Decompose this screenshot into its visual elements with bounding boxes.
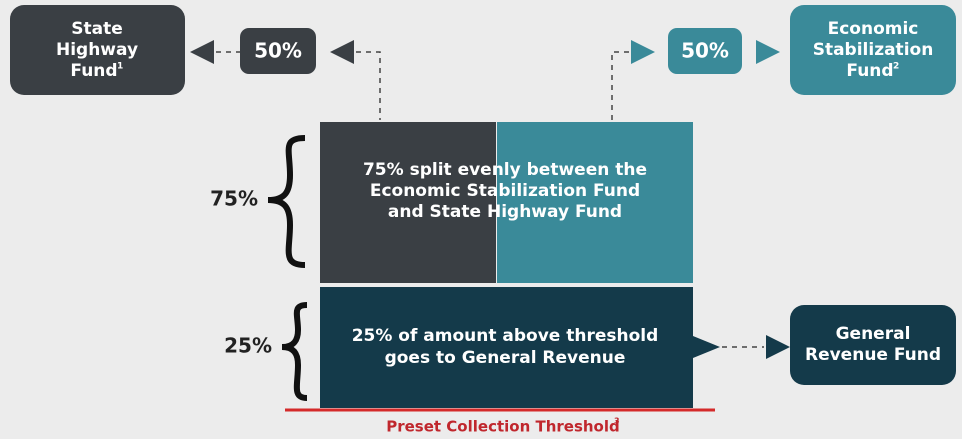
footnote-mark: 3 [614,417,620,426]
upper-block-text: Economic Stabilization Fund [370,181,640,201]
arrow-head [631,40,655,64]
upper-block-text: and State Highway Fund [388,202,622,222]
economic-stabilization-box [790,5,956,95]
economic-stabilization-label: Economic [828,19,919,39]
general-revenue-label: Revenue Fund [805,345,941,365]
footnote-mark: 1 [117,62,123,72]
right-split-box [668,28,742,74]
dashed-connector [611,51,630,120]
lower-block-text: 25% of amount above threshold [352,326,659,346]
arrow-head [756,40,780,64]
dashed-connector [356,51,381,120]
brace [281,302,308,401]
economic-stabilization-label: Stabilization [813,40,934,60]
upper-block-left [320,122,496,283]
arrow-head [190,40,214,64]
threshold-label: Preset Collection Threshold [386,418,620,436]
general-revenue-label: General [836,324,911,344]
footnote-mark: 2 [893,62,899,72]
brace [267,135,306,268]
economic-stabilization-label: Fund [846,61,893,81]
arrow-head [693,336,720,358]
right-split-label: 50% [681,39,729,63]
left-split-label: 50% [254,39,302,63]
state-highway-label: State [71,19,123,39]
upper-block-text: 75% split evenly between the [363,160,647,180]
lower-block-text: goes to General Revenue [385,348,626,368]
arrow-head [766,335,790,359]
left-split-box [240,28,316,74]
state-highway-label: Highway [56,40,138,60]
general-revenue-box [790,305,956,385]
lower-share-label: 25% [224,334,272,358]
lower-block [320,287,693,408]
upper-block-right [497,122,693,283]
upper-share-label: 75% [210,187,258,211]
arrow-head [330,40,354,64]
state-highway-box [10,5,185,95]
state-highway-label: Fund [70,61,117,81]
